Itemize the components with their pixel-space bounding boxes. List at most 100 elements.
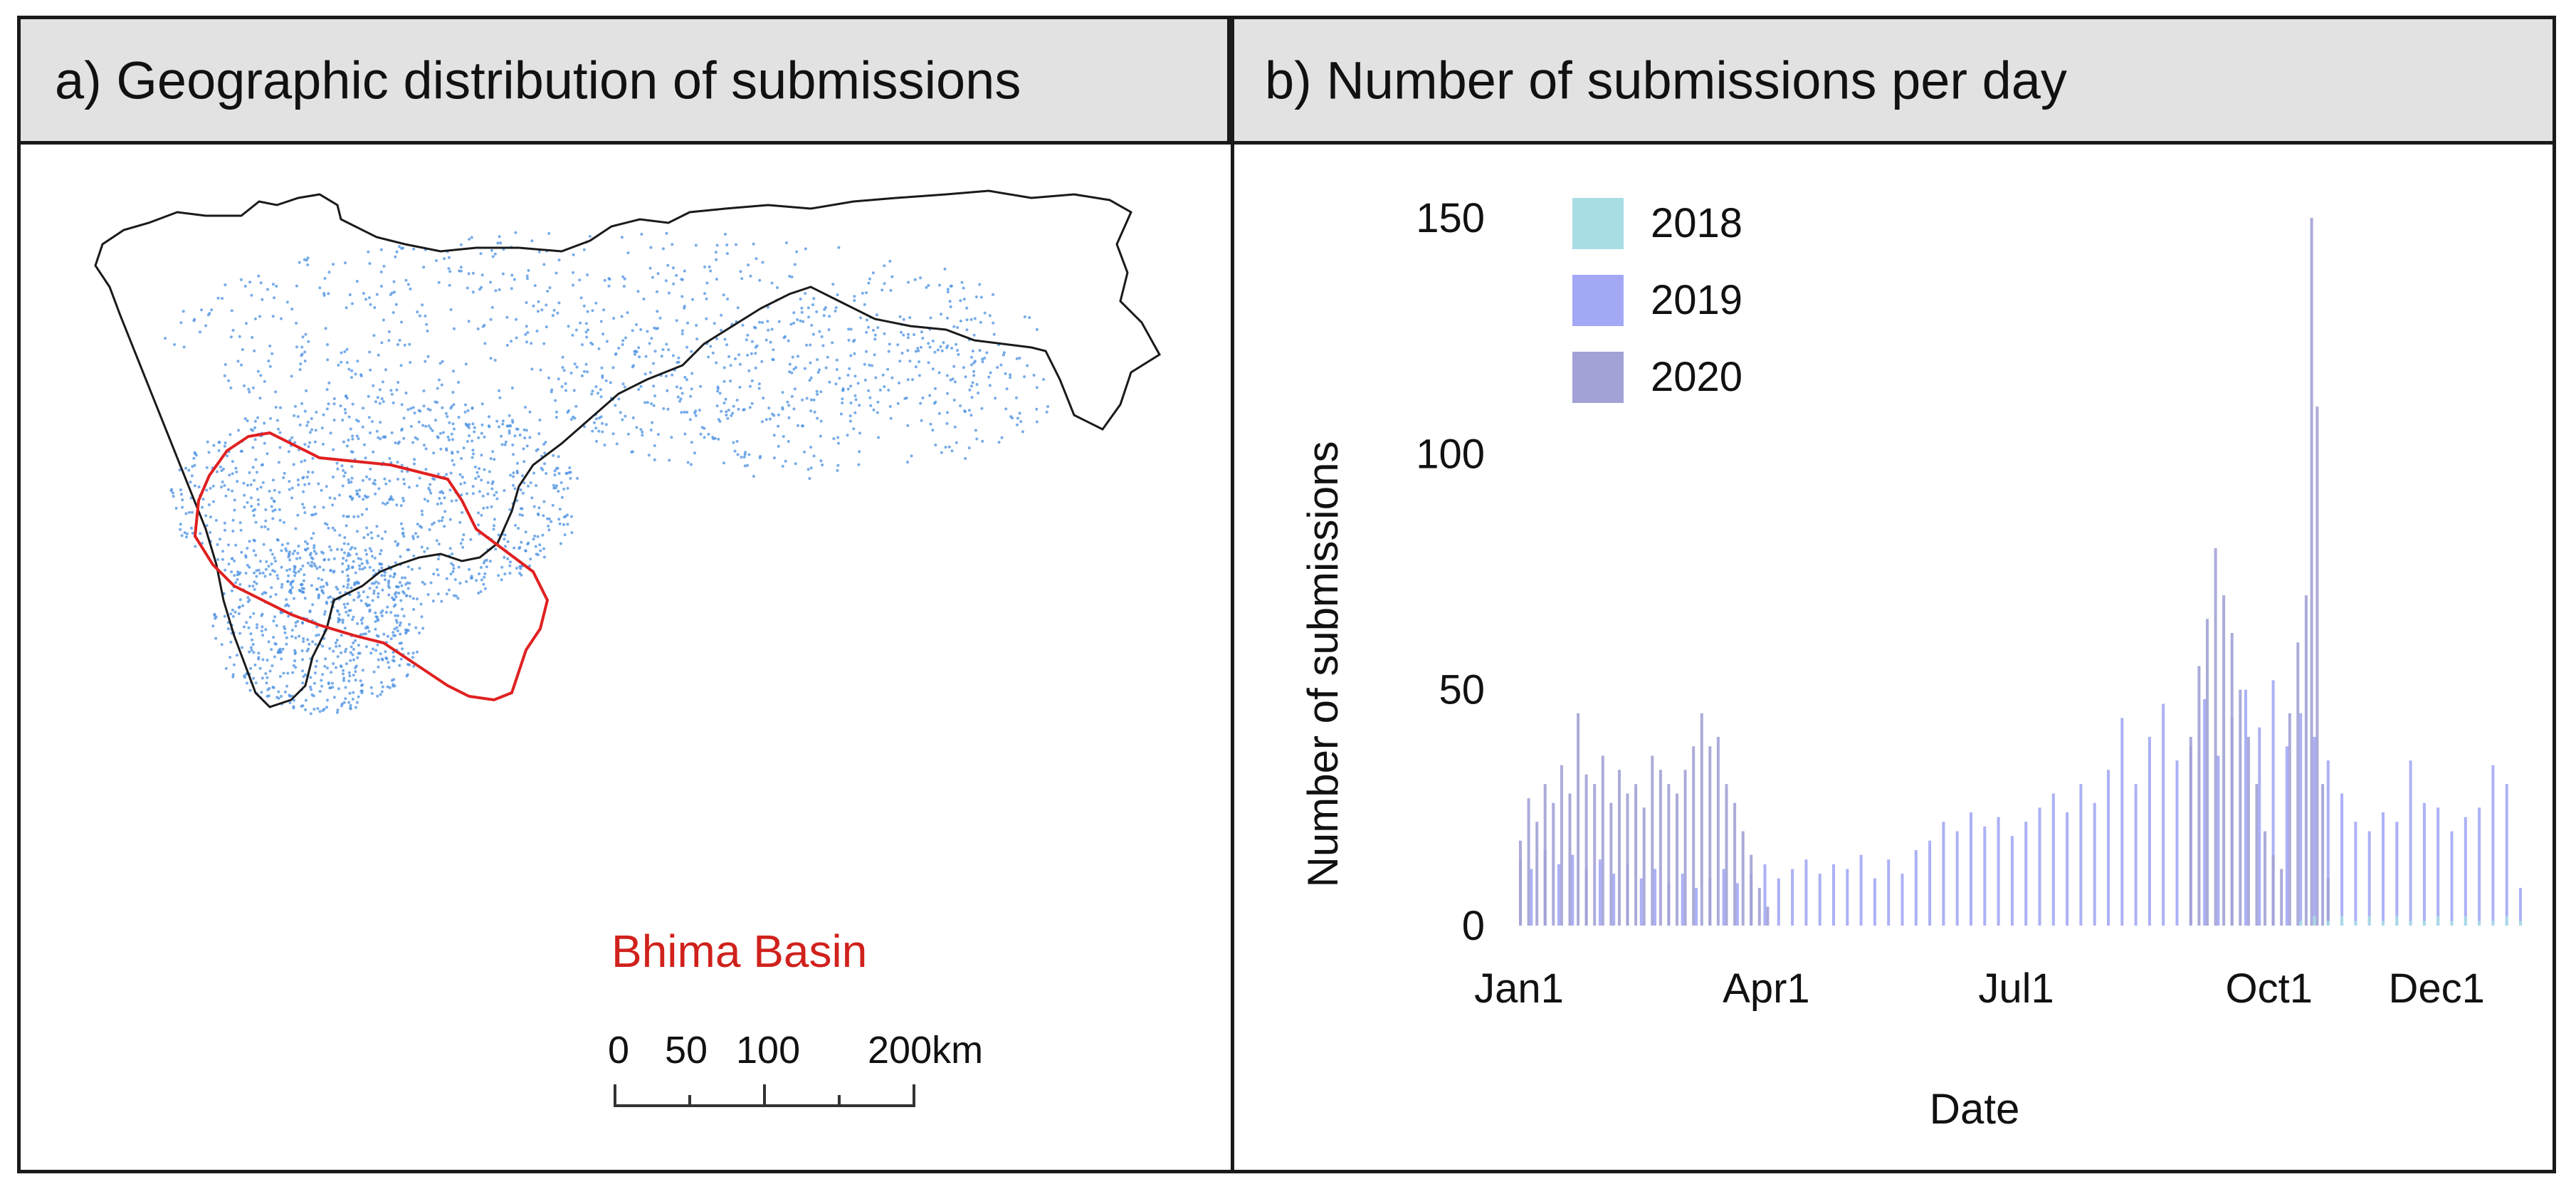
submission-point (812, 297, 816, 300)
submission-point (837, 246, 841, 249)
submission-point (252, 651, 256, 654)
submission-point (500, 434, 503, 438)
submission-point (372, 670, 376, 674)
bar-2019-68 (2450, 831, 2454, 926)
bar-2019-6 (1598, 859, 1602, 926)
submission-point (388, 586, 391, 590)
submission-point (374, 615, 378, 619)
submission-point (468, 567, 471, 571)
submission-point (770, 281, 774, 285)
submission-point (251, 638, 254, 641)
submission-point (806, 468, 810, 471)
submission-point (919, 402, 922, 405)
submission-point (406, 581, 409, 585)
submission-point (988, 384, 992, 387)
submission-point (1021, 430, 1024, 434)
submission-point (512, 453, 515, 456)
submission-point (213, 612, 216, 616)
submission-point (437, 519, 441, 523)
submission-point (1046, 405, 1050, 408)
submission-point (322, 585, 325, 588)
submission-point (392, 280, 396, 283)
submission-point (661, 247, 665, 251)
bar-2019-22 (1818, 874, 1821, 926)
submission-point (503, 538, 506, 541)
submission-point (248, 650, 251, 654)
submission-point (240, 550, 243, 554)
submission-point (205, 524, 209, 528)
submission-point (251, 429, 255, 432)
submission-point (301, 658, 305, 661)
submission-point (709, 269, 713, 273)
submission-point (349, 450, 353, 454)
submission-point (384, 656, 388, 660)
bar-2018-7 (2395, 916, 2399, 926)
submission-point (228, 473, 231, 477)
submission-point (996, 366, 999, 369)
submission-point (302, 579, 305, 582)
submission-point (781, 464, 784, 468)
submission-point (352, 615, 355, 619)
submission-point (480, 423, 484, 426)
submission-point (489, 281, 493, 284)
submission-point (272, 619, 275, 623)
submission-point (377, 353, 380, 357)
submission-point (374, 627, 377, 631)
submission-point (372, 582, 376, 585)
submission-point (690, 387, 693, 391)
submission-point (525, 325, 528, 328)
bhima-basin-outline (193, 431, 550, 702)
submission-point (554, 416, 558, 419)
submission-point (256, 487, 259, 491)
bar-2019-55 (2271, 680, 2275, 926)
submission-point (179, 321, 183, 325)
submission-point (322, 442, 325, 446)
submission-point (387, 661, 390, 664)
submission-point (800, 310, 804, 314)
submission-point (715, 361, 718, 365)
legend-label-2018: 2018 (1651, 200, 1742, 246)
submission-point (742, 455, 746, 459)
submission-point (729, 379, 732, 383)
submission-point (406, 663, 409, 666)
submission-point (804, 292, 807, 295)
submission-point (546, 290, 550, 293)
submission-point (514, 231, 517, 234)
submission-point (327, 381, 331, 384)
submission-point (299, 567, 303, 571)
submission-point (519, 488, 522, 491)
submission-point (246, 483, 249, 487)
submission-point (508, 572, 512, 575)
submission-point (347, 701, 351, 704)
bar-2020-1 (1527, 798, 1530, 926)
submission-point (680, 295, 684, 298)
submission-point (362, 632, 365, 636)
submission-point (900, 330, 903, 334)
submission-point (421, 580, 424, 584)
submission-point (409, 407, 413, 410)
submission-point (441, 406, 444, 409)
submission-point (762, 397, 765, 400)
submission-point (898, 315, 902, 318)
submission-point (533, 284, 537, 288)
submission-point (375, 585, 379, 589)
submission-point (931, 429, 935, 432)
submission-point (394, 561, 397, 565)
submission-point (261, 298, 264, 301)
submission-point (305, 389, 308, 392)
submission-point (846, 374, 850, 377)
submission-point (354, 639, 357, 642)
submission-point (517, 547, 521, 550)
submission-point (253, 349, 256, 352)
submission-point (458, 520, 462, 524)
submission-point (722, 366, 726, 370)
submission-point (394, 619, 398, 622)
submission-point (890, 376, 894, 379)
submission-point (635, 350, 638, 354)
submission-point (382, 632, 386, 636)
submission-point (327, 292, 330, 295)
submission-point (246, 681, 248, 685)
bar-2020-2 (1535, 822, 1539, 926)
submission-point (193, 464, 196, 467)
submission-point (934, 444, 937, 446)
